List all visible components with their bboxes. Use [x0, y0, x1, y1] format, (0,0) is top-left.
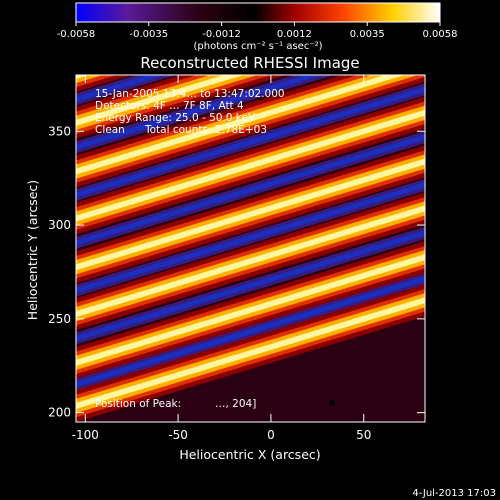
stripe-inner: [76, 75, 419, 179]
annotation-time: 15-Jan-2005 13:4… to 13:47:02.000: [95, 88, 285, 100]
stripe-inner: [76, 75, 103, 84]
annotation-counts: Total counts: 2.78E+03: [144, 124, 267, 136]
footer-timestamp: 4-Jul-2013 17:03: [412, 488, 496, 499]
trough-band: [76, 75, 177, 106]
colorbar-tick-label: 0.0058: [423, 29, 458, 40]
stripe-outer: [76, 75, 287, 139]
x-tick-label: -50: [168, 428, 188, 442]
peak-marker: [329, 400, 335, 406]
colorbar-ticks: -0.0058 -0.0035 -0.0012 0.0012 0.0035 0.0058: [57, 22, 458, 40]
stripe-mid: [76, 75, 425, 183]
annotation-method: Clean: [95, 124, 125, 136]
trough-core: [76, 276, 425, 388]
annotation-peak-value: …, 204]: [215, 398, 256, 410]
chart-title: Reconstructed RHESSI Image: [140, 54, 359, 72]
stripe-core: [76, 158, 425, 271]
x-tick-label: -100: [72, 428, 99, 442]
y-tick-label: 300: [48, 218, 71, 232]
y-tick-label: 250: [48, 312, 71, 326]
colorbar-unit-label: (photons cm⁻² s⁻¹ asec⁻²): [193, 41, 322, 52]
axis-ticks: -100 -50 0 50 200 250 300 350: [48, 75, 425, 442]
colorbar-tick-label: -0.0058: [57, 29, 96, 40]
y-axis-label: Heliocentric Y (arcsec): [25, 180, 40, 320]
colorbar: [75, 2, 441, 23]
x-axis-label: Heliocentric X (arcsec): [179, 447, 320, 462]
stripe-mid: [76, 75, 271, 135]
fringe-stripes: [76, 75, 425, 422]
annotation-energy: Energy Range: 25.0 - 50.0 keV: [95, 112, 256, 124]
trough-core: [76, 86, 425, 198]
annotation-detectors: Detectors: 4F … 7F 8F, Att 4: [95, 100, 244, 112]
trough-band: [76, 75, 335, 154]
plot-frame: [75, 74, 426, 423]
stripe-core: [76, 75, 405, 175]
stripe-core: [76, 297, 425, 410]
colorbar-tick-label: -0.0035: [129, 29, 168, 40]
trough-core: [76, 230, 425, 342]
stripe-core: [76, 205, 425, 318]
x-tick-label: 0: [267, 428, 275, 442]
trough-core: [76, 182, 425, 294]
trough-core: [76, 75, 166, 103]
annotation-peak-label: Position of Peak:: [95, 398, 181, 410]
y-tick-label: 200: [48, 406, 71, 420]
colorbar-tick-label: 0.0035: [350, 29, 385, 40]
trough-core: [76, 75, 323, 150]
trough-core: [76, 134, 425, 246]
x-tick-label: 50: [356, 428, 371, 442]
y-tick-label: 350: [48, 124, 71, 138]
colorbar-tick-label: -0.0012: [202, 29, 241, 40]
stripe-core: [76, 109, 425, 222]
colorbar-tick-label: 0.0012: [277, 29, 312, 40]
stripe-core: [76, 75, 244, 126]
stripe-inner: [76, 75, 258, 130]
stripe-core: [76, 254, 425, 366]
